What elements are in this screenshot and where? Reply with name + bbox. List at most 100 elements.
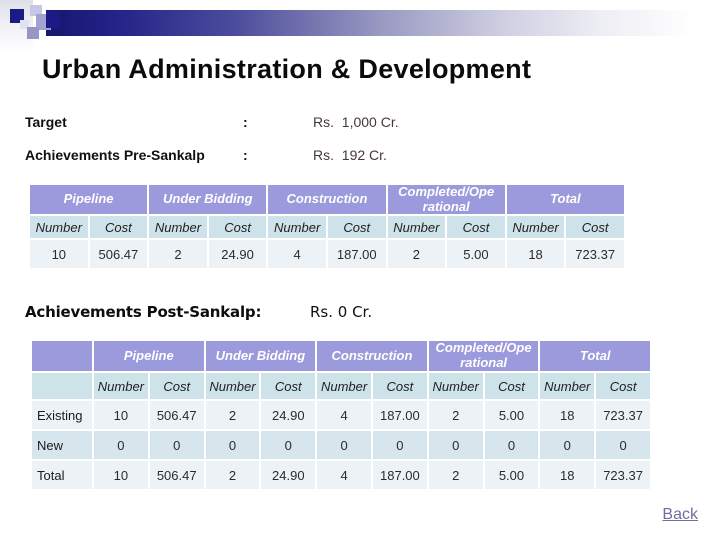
- subheader-cell: Number: [203, 371, 262, 401]
- pre-sankalp-table: Pipeline Under Bidding Construction Comp…: [27, 182, 627, 271]
- data-cell: 24.90: [206, 238, 269, 271]
- data-cell: 18: [538, 399, 597, 431]
- subheader-cell: Cost: [325, 214, 388, 241]
- data-cell: 187.00: [325, 238, 388, 271]
- data-cell: 0: [147, 429, 206, 461]
- data-cell: 723.37: [594, 399, 652, 431]
- target-label: Target: [25, 114, 67, 130]
- corner-header-cell: [30, 339, 94, 373]
- subheader-cell: Cost: [445, 214, 507, 241]
- deco-square-pale: [20, 20, 29, 29]
- data-cell: 0: [259, 429, 318, 461]
- subheader-cell: Cost: [370, 371, 429, 401]
- table-group-header-row: Pipeline Under Bidding Construction Comp…: [27, 182, 627, 217]
- subheader-cell: Number: [266, 214, 328, 241]
- data-cell: 0: [426, 429, 485, 461]
- data-cell: 2: [426, 459, 485, 491]
- group-header-cell: Pipeline: [92, 339, 206, 373]
- data-cell: 10: [28, 238, 90, 271]
- data-cell: 18: [538, 459, 597, 491]
- subheader-cell: Cost: [206, 214, 269, 241]
- data-cell: 4: [315, 459, 373, 491]
- data-cell: 506.47: [147, 459, 206, 491]
- deco-square-navy-2: [46, 11, 60, 28]
- data-cell: 0: [594, 429, 652, 461]
- group-header-cell: Total: [504, 182, 627, 217]
- data-cell: 2: [147, 238, 209, 271]
- data-cell: 506.47: [147, 399, 206, 431]
- data-cell: 5.00: [482, 399, 541, 431]
- subheader-cell: Number: [504, 214, 567, 241]
- post-sankalp-colon: :: [255, 303, 262, 321]
- data-cell: 5.00: [482, 459, 541, 491]
- subheader-cell: Cost: [259, 371, 318, 401]
- data-cell: 18: [504, 238, 567, 271]
- pre-sankalp-value: Rs. 192 Cr.: [313, 147, 387, 163]
- row-label-cell: New: [30, 429, 94, 461]
- data-cell: 187.00: [370, 399, 429, 431]
- page-title: Urban Administration & Development: [42, 54, 532, 84]
- data-cell: 2: [426, 399, 485, 431]
- pre-sankalp-colon: :: [243, 147, 248, 163]
- data-cell: 723.37: [564, 238, 626, 271]
- table-group-header-row: Pipeline Under Bidding Construction Comp…: [30, 339, 652, 373]
- table-row-new: New 0 0 0 0 0 0 0 0 0 0: [30, 429, 652, 461]
- group-header-cell: Pipeline: [27, 182, 150, 217]
- data-cell: 10: [92, 459, 150, 491]
- data-cell: 10: [92, 399, 150, 431]
- data-cell: 24.90: [259, 459, 318, 491]
- group-header-cell: Construction: [266, 182, 388, 217]
- data-cell: 4: [266, 238, 328, 271]
- deco-square-purple: [27, 27, 39, 39]
- data-cell: 2: [385, 238, 448, 271]
- group-header-cell: Under Bidding: [203, 339, 318, 373]
- subheader-cell: Number: [426, 371, 485, 401]
- data-cell: 5.00: [445, 238, 507, 271]
- data-cell: 0: [538, 429, 597, 461]
- group-header-cell: Total: [538, 339, 652, 373]
- data-cell: 24.90: [259, 399, 318, 431]
- subheader-cell: Cost: [564, 214, 626, 241]
- corner-subheader-cell: [30, 371, 94, 401]
- group-header-cell: Completed/Ope rational: [385, 182, 507, 217]
- row-label-cell: Existing: [30, 399, 94, 431]
- data-cell: 4: [315, 399, 373, 431]
- row-label-cell: Total: [30, 459, 94, 491]
- data-cell: 0: [482, 429, 541, 461]
- post-sankalp-value: Rs. 0 Cr.: [310, 303, 373, 321]
- data-cell: 0: [92, 429, 150, 461]
- data-cell: 723.37: [594, 459, 652, 491]
- back-link[interactable]: Back: [662, 506, 698, 523]
- subheader-cell: Cost: [147, 371, 206, 401]
- subheader-cell: Cost: [594, 371, 652, 401]
- table-subheader-row: Number Cost Number Cost Number Cost Numb…: [28, 214, 626, 241]
- data-cell: 0: [203, 429, 262, 461]
- target-value: Rs. 1,000 Cr.: [313, 114, 399, 130]
- post-sankalp-label-text: Achievements Post-Sankalp: [25, 303, 256, 321]
- post-sankalp-label: Achievements Post-Sankalp:: [25, 303, 261, 321]
- deco-square-navy: [10, 9, 24, 23]
- subheader-cell: Number: [147, 214, 209, 241]
- pre-sankalp-label: Achievements Pre-Sankalp: [25, 147, 205, 163]
- table-row: 10 506.47 2 24.90 4 187.00 2 5.00 18 723…: [28, 238, 626, 271]
- subheader-cell: Number: [28, 214, 90, 241]
- table-row-total: Total 10 506.47 2 24.90 4 187.00 2 5.00 …: [30, 459, 652, 491]
- post-sankalp-table: Pipeline Under Bidding Construction Comp…: [30, 339, 652, 491]
- data-cell: 0: [315, 429, 373, 461]
- data-cell: 506.47: [87, 238, 150, 271]
- data-cell: 2: [203, 399, 262, 431]
- group-header-cell: Under Bidding: [147, 182, 269, 217]
- table-row-existing: Existing 10 506.47 2 24.90 4 187.00 2 5.…: [30, 399, 652, 431]
- pre-sankalp-row: Achievements Pre-Sankalp : Rs. 192 Cr.: [0, 147, 720, 165]
- subheader-cell: Number: [92, 371, 150, 401]
- data-cell: 2: [203, 459, 262, 491]
- subheader-cell: Cost: [482, 371, 541, 401]
- data-cell: 0: [370, 429, 429, 461]
- table-subheader-row: Number Cost Number Cost Number Cost Numb…: [30, 371, 652, 401]
- post-sankalp-row: Achievements Post-Sankalp: Rs. 0 Cr.: [0, 303, 720, 323]
- target-row: Target : Rs. 1,000 Cr.: [0, 114, 720, 132]
- subheader-cell: Number: [538, 371, 597, 401]
- banner-bar: [46, 10, 720, 36]
- data-cell: 187.00: [370, 459, 429, 491]
